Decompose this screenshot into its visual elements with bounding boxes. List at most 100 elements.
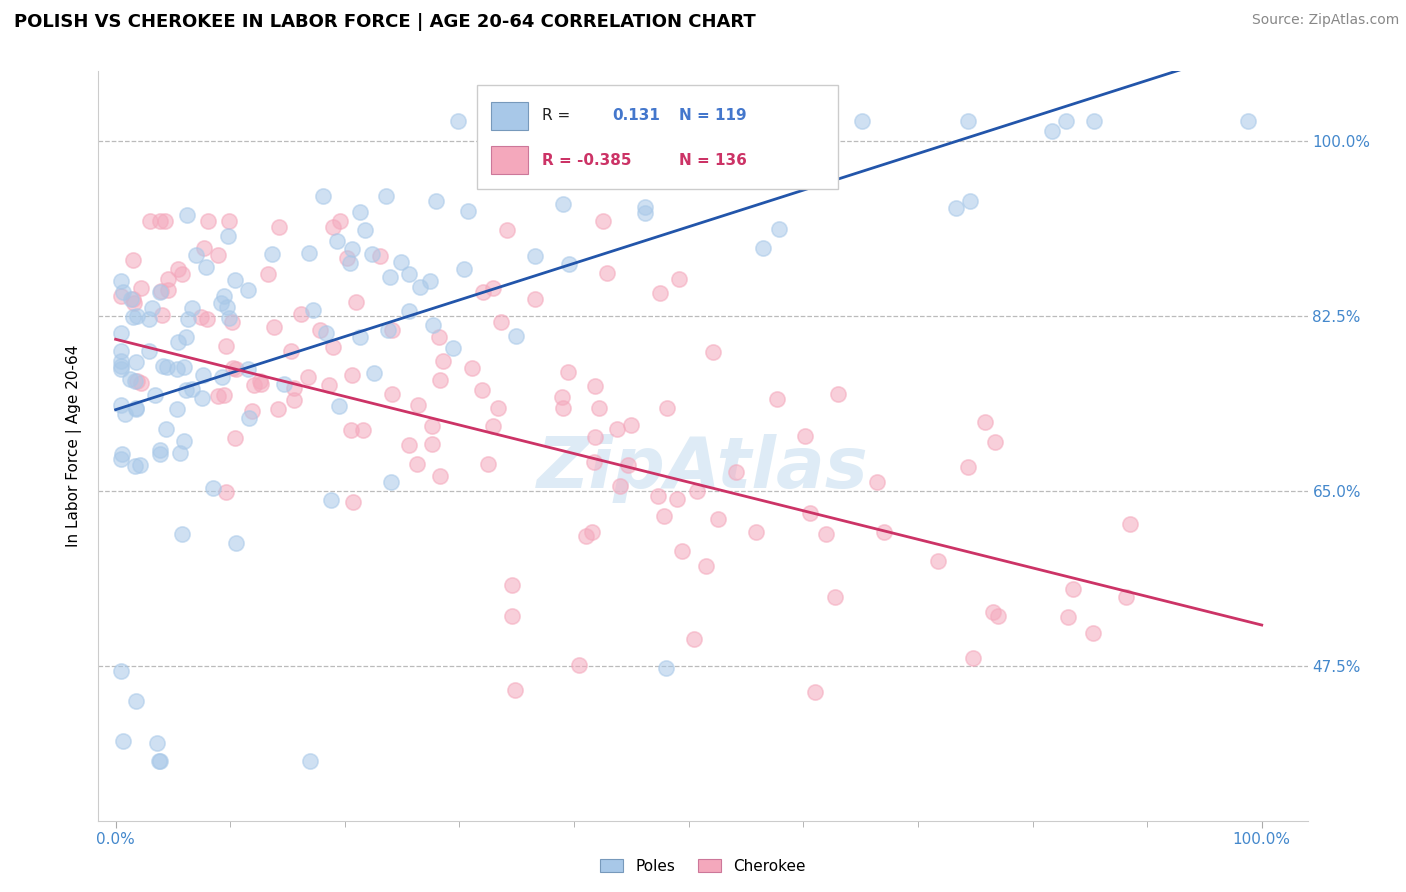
Point	[125, 402, 148, 417]
Point	[195, 312, 218, 326]
Point	[377, 323, 399, 337]
Point	[783, 123, 806, 137]
Point	[927, 554, 949, 568]
Point	[851, 114, 873, 128]
Point	[326, 235, 349, 249]
Point	[1083, 114, 1105, 128]
Point	[419, 274, 441, 288]
Point	[654, 660, 676, 674]
Point	[148, 754, 170, 768]
Point	[120, 372, 142, 386]
Point	[581, 524, 603, 539]
Point	[647, 489, 669, 503]
Point	[575, 529, 598, 543]
Point	[523, 292, 546, 306]
Point	[127, 309, 149, 323]
Point	[110, 362, 132, 376]
Point	[1062, 582, 1084, 596]
Point	[322, 220, 344, 235]
Point	[224, 272, 246, 286]
Point	[495, 223, 517, 237]
Point	[432, 354, 454, 368]
Point	[501, 578, 523, 592]
Point	[768, 221, 790, 235]
Point	[260, 247, 283, 261]
Point	[405, 457, 427, 471]
Point	[186, 248, 208, 262]
Point	[211, 369, 233, 384]
Point	[236, 361, 259, 376]
Point	[319, 492, 342, 507]
Point	[683, 632, 706, 647]
Text: N = 136: N = 136	[679, 153, 747, 168]
Point	[114, 407, 136, 421]
Point	[471, 383, 494, 397]
Point	[124, 458, 146, 473]
Point	[557, 257, 579, 271]
Point	[505, 683, 527, 698]
Point	[110, 354, 132, 368]
Point	[959, 194, 981, 209]
Point	[588, 401, 610, 416]
Point	[616, 458, 638, 472]
Point	[596, 266, 619, 280]
Point	[207, 389, 229, 403]
Point	[353, 223, 375, 237]
Point	[174, 384, 197, 398]
Point	[551, 197, 574, 211]
Point	[315, 326, 337, 341]
Point	[620, 418, 643, 433]
Point	[1115, 590, 1137, 604]
Point	[987, 608, 1010, 623]
Point	[873, 524, 896, 539]
Point	[1081, 625, 1104, 640]
Point	[172, 527, 194, 541]
Point	[129, 458, 152, 473]
Point	[408, 398, 430, 412]
Point	[665, 492, 688, 507]
Point	[215, 339, 238, 353]
Point	[634, 206, 657, 220]
Point	[173, 434, 195, 448]
Point	[214, 485, 236, 500]
Point	[827, 387, 849, 401]
Point	[169, 446, 191, 460]
Point	[181, 301, 204, 315]
Point	[429, 373, 451, 387]
Point	[340, 242, 363, 256]
Point	[381, 323, 404, 337]
Point	[167, 261, 190, 276]
Point	[110, 359, 132, 373]
Text: R = -0.385: R = -0.385	[543, 153, 631, 168]
Point	[441, 342, 464, 356]
Point	[155, 421, 177, 435]
Point	[583, 379, 606, 393]
Point	[298, 246, 321, 260]
Point	[111, 734, 134, 748]
Point	[389, 255, 412, 269]
Point	[197, 214, 219, 228]
Point	[1057, 610, 1080, 624]
Point	[156, 359, 179, 374]
Point	[111, 285, 134, 299]
Point	[207, 248, 229, 262]
Point	[583, 429, 606, 443]
Y-axis label: In Labor Force | Age 20-64: In Labor Force | Age 20-64	[66, 345, 83, 547]
Point	[139, 214, 162, 228]
Point	[592, 214, 614, 228]
Point	[125, 401, 148, 416]
Point	[110, 289, 132, 303]
Point	[342, 495, 364, 509]
Point	[110, 275, 132, 289]
Point	[122, 310, 145, 325]
Point	[256, 267, 278, 281]
Point	[1236, 114, 1258, 128]
Point	[143, 388, 166, 402]
Point	[339, 256, 361, 270]
Point	[457, 204, 479, 219]
Point	[340, 368, 363, 383]
Point	[217, 301, 239, 315]
FancyBboxPatch shape	[492, 146, 527, 174]
Point	[167, 334, 190, 349]
Point	[110, 398, 132, 412]
